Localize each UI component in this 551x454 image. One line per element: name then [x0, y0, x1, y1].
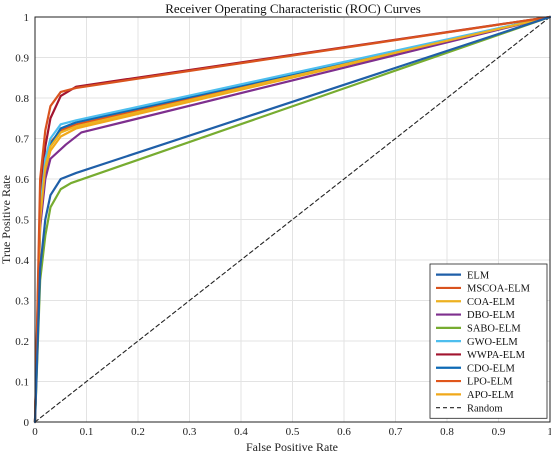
legend-label: ELM: [467, 270, 490, 281]
y-tick-label: 0.3: [15, 296, 29, 308]
y-tick-label: 0: [24, 417, 30, 429]
legend-label: WWPA-ELM: [467, 350, 526, 361]
y-tick-label: 0.9: [15, 53, 29, 65]
legend-label: DBO-ELM: [467, 310, 515, 321]
legend-label: SABO-ELM: [467, 323, 521, 334]
x-tick-label: 0.3: [183, 426, 197, 438]
x-tick-label: 0.4: [234, 426, 248, 438]
y-tick-label: 0.7: [15, 134, 29, 146]
y-tick-label: 0.1: [15, 377, 29, 389]
x-tick-label: 0: [32, 426, 38, 438]
legend-label: APO-ELM: [467, 390, 514, 401]
x-tick-label: 0.5: [286, 426, 300, 438]
y-tick-label: 0.5: [15, 215, 29, 227]
series-line-random: [34, 16, 551, 423]
y-tick-label: 0.8: [15, 93, 29, 105]
legend: ELM MSCOA-ELM COA-ELM DBO-ELM SABO-ELM GWO-EL…: [429, 263, 548, 419]
y-tick-label: 1: [24, 12, 30, 24]
y-tick-labels: 0 0.1 0.2 0.3 0.4 0.5 0.6 0.7 0.8 0.9 1: [15, 12, 29, 429]
x-tick-label: 1: [547, 426, 551, 438]
x-tick-labels: 0 0.1 0.2 0.3 0.4 0.5 0.6 0.7 0.8 0.9 1: [32, 426, 551, 438]
x-tick-label: 0.8: [440, 426, 454, 438]
x-tick-label: 0.9: [492, 426, 506, 438]
legend-label: LPO-ELM: [467, 377, 513, 388]
x-tick-label: 0.2: [131, 426, 145, 438]
chart-title: Receiver Operating Characteristic (ROC) …: [165, 1, 421, 16]
legend-label: Random: [467, 403, 503, 414]
legend-label: MSCOA-ELM: [467, 284, 531, 295]
y-tick-label: 0.4: [15, 255, 29, 267]
x-tick-label: 0.7: [389, 426, 403, 438]
legend-label: COA-ELM: [467, 297, 515, 308]
plot-frame: [34, 16, 551, 423]
legend-label: GWO-ELM: [467, 337, 518, 348]
x-tick-label: 0.6: [337, 426, 351, 438]
series-line-mscoa-elm: [33, 15, 551, 424]
y-axis-label: True Positive Rate: [0, 175, 13, 264]
y-tick-label: 0.6: [15, 174, 29, 186]
x-axis-label: False Positive Rate: [246, 440, 338, 454]
series-line-elm: [33, 15, 551, 424]
y-tick-label: 0.2: [15, 336, 29, 348]
legend-label: CDO-ELM: [467, 363, 515, 374]
x-tick-label: 0.1: [80, 426, 94, 438]
curves: [33, 15, 551, 424]
